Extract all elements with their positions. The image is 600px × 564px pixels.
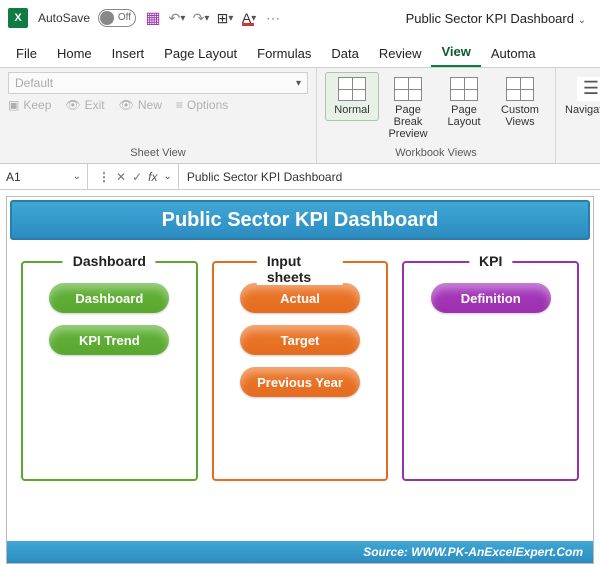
workbook-views-group: Normal Page Break Preview Page Layout Custo… [317,68,556,163]
enter-icon[interactable]: ✓ [132,170,142,184]
group-label: Workbook Views [325,145,547,161]
excel-icon: X [8,8,28,28]
name-box[interactable]: A1 ⌄ [0,164,88,189]
navigation-button[interactable]: ☰ Navigation [564,72,600,121]
nav-previous-year-button[interactable]: Previous Year [240,367,360,397]
ribbon-tabs: FileHomeInsertPage LayoutFormulasDataRev… [0,36,600,68]
navigation-icon: ☰ [577,77,600,101]
navigation-label: Navigation [565,104,600,116]
font-color-icon[interactable]: A▾ [240,9,258,27]
tab-formulas[interactable]: Formulas [247,40,321,67]
section-dashboard: DashboardDashboardKPI Trend [21,261,198,481]
dropdown-icon[interactable]: ⋮ [98,170,110,184]
group-label: Sheet View [8,145,308,161]
chevron-down-icon: ▾ [296,78,301,89]
tab-automa[interactable]: Automa [481,40,546,67]
tab-file[interactable]: File [6,40,47,67]
ribbon: Default ▾ ▣ Keep 👁 Exit 👁 New ≡ Options She… [0,68,600,164]
grid-icon [394,77,422,101]
view-page-break-preview-button[interactable]: Page Break Preview [381,72,435,145]
worksheet-area: Public Sector KPI Dashboard Dashboard Das… [0,190,600,564]
autosave-toggle[interactable]: Off [98,9,136,27]
view-label: Custom Views [496,104,544,128]
document-title[interactable]: Public Sector KPI Dashboard ⌄ [406,11,586,26]
tab-home[interactable]: Home [47,40,102,67]
cancel-icon[interactable]: ✕ [116,170,126,184]
tab-view[interactable]: View [431,38,480,67]
nav-target-button[interactable]: Target [240,325,360,355]
nav-actual-button[interactable]: Actual [240,283,360,313]
chevron-down-icon: ⌄ [73,171,81,182]
sheetview-new-button: 👁 New [119,98,162,112]
group-label [564,145,600,161]
tab-data[interactable]: Data [321,40,368,67]
view-label: Page Break Preview [384,104,432,140]
autosave-state: Off [118,12,131,23]
sheetview-keep-button: ▣ Keep [8,98,51,112]
section-title: Input sheets [257,253,343,285]
autosave-label: AutoSave [38,11,90,25]
borders-icon[interactable]: ⊞▾ [216,9,234,27]
formula-input[interactable]: Public Sector KPI Dashboard [179,170,600,184]
sheet-view-group: Default ▾ ▣ Keep 👁 Exit 👁 New ≡ Options She… [0,68,317,163]
chevron-down-icon: ▾ [228,13,233,24]
cell-reference: A1 [6,170,21,184]
view-custom-views-button[interactable]: Custom Views [493,72,547,133]
chevron-down-icon: ▾ [180,13,185,24]
chevron-down-icon: ⌄ [578,15,586,26]
view-label: Normal [334,104,369,116]
nav-definition-button[interactable]: Definition [431,283,551,313]
tab-page-layout[interactable]: Page Layout [154,40,247,67]
formula-bar: A1 ⌄ ⋮ ✕ ✓ fx ⌄ Public Sector KPI Dashbo… [0,164,600,190]
view-normal-button[interactable]: Normal [325,72,379,121]
navigation-group: ☰ Navigation [556,68,600,163]
combo-placeholder: Default [15,76,53,90]
sheet-view-combo[interactable]: Default ▾ [8,72,308,94]
section-input-sheets: Input sheetsActualTargetPrevious Year [212,261,389,481]
undo-icon[interactable]: ↶▾ [168,9,186,27]
sheetview-options-button: ≡ Options [176,98,228,112]
sheetview-exit-button: 👁 Exit [65,98,104,112]
dashboard-card: Public Sector KPI Dashboard Dashboard Das… [6,196,594,564]
more-icon[interactable]: ⋯ [264,9,282,27]
dashboard-header: Public Sector KPI Dashboard [10,200,590,240]
section-kpi: KPIDefinition [402,261,579,481]
document-title-text: Public Sector KPI Dashboard [406,11,574,26]
view-page-layout-button[interactable]: Page Layout [437,72,491,133]
section-title: KPI [469,253,512,269]
section-title: Dashboard [63,253,156,269]
title-bar: X AutoSave Off ▦ ↶▾ ↷▾ ⊞▾ A▾ ⋯ Public Se… [0,0,600,36]
grid-icon [450,77,478,101]
source-bar: Source: WWW.PK-AnExcelExpert.Com [7,541,593,563]
tab-insert[interactable]: Insert [102,40,155,67]
fx-icon[interactable]: fx [148,170,157,184]
grid-icon [506,77,534,101]
chevron-down-icon: ▾ [204,13,209,24]
tab-review[interactable]: Review [369,40,432,67]
nav-kpi-trend-button[interactable]: KPI Trend [49,325,169,355]
grid-icon [338,77,366,101]
redo-icon[interactable]: ↷▾ [192,9,210,27]
nav-dashboard-button[interactable]: Dashboard [49,283,169,313]
chevron-down-icon: ⌄ [163,171,171,182]
save-icon[interactable]: ▦ [144,9,162,27]
view-label: Page Layout [440,104,488,128]
chevron-down-icon: ▾ [251,13,256,24]
